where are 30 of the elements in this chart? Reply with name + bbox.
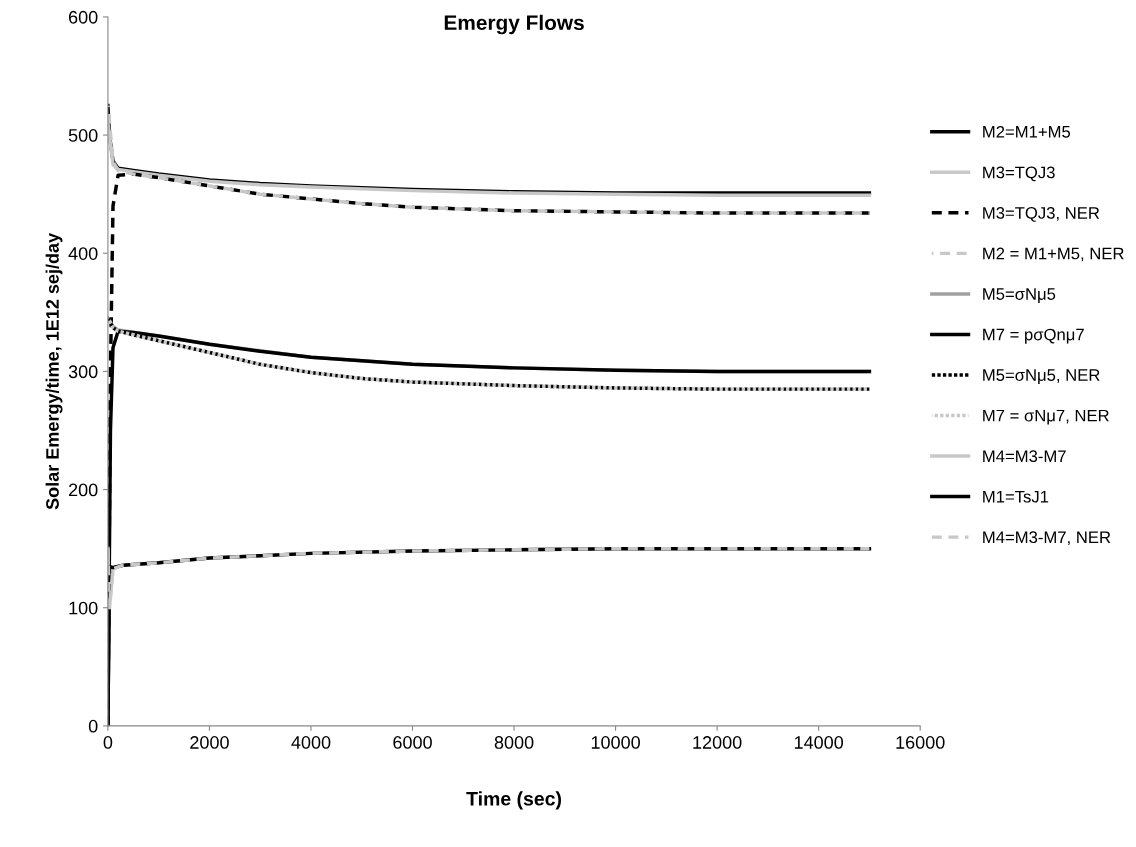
y-axis-title: Solar Emergy/time, 1E12 sej/day [45,233,63,510]
x-tick-label: 6000 [393,736,432,749]
y-tick-label: 200 [68,483,98,497]
legend-label: M7 = pσQnμ7 [983,328,1084,344]
x-tick-label: 14000 [794,736,844,749]
y-tick-label: 500 [68,129,98,142]
legend-label: M5=σNμ5, NER [983,369,1100,385]
x-tick-label: 12000 [693,736,742,749]
chart-title: Emergy Flows [444,14,584,35]
legend-label: M7 = σNμ7, NER [983,409,1109,425]
legend-label: M3=TQJ3 [983,166,1055,182]
x-axis-title: Time (sec) [466,791,561,810]
y-tick-label: 600 [68,10,98,24]
x-tick-label: 10000 [591,736,640,749]
legend-label: M5=σNμ5 [983,288,1056,303]
x-tick-label: 0 [103,736,113,749]
y-tick-label: 100 [69,601,98,615]
y-tick-label: 400 [68,247,98,260]
legend-label: M4=M3-M7, NER [983,531,1111,546]
y-tick-label: 300 [68,365,98,379]
legend-label: M4=M3-M7 [983,450,1066,463]
legend-label: M2=M1+M5 [983,125,1071,138]
x-tick-label: 4000 [291,736,331,749]
x-tick-label: 8000 [494,736,534,749]
y-tick-label: 0 [88,719,98,733]
x-tick-label: 16000 [896,736,945,749]
legend-label: M3=TQJ3, NER [983,207,1100,222]
legend-label: M1=TsJ1 [983,490,1049,503]
legend-label: M2 = M1+M5, NER [983,247,1124,262]
x-tick-label: 2000 [190,736,229,749]
